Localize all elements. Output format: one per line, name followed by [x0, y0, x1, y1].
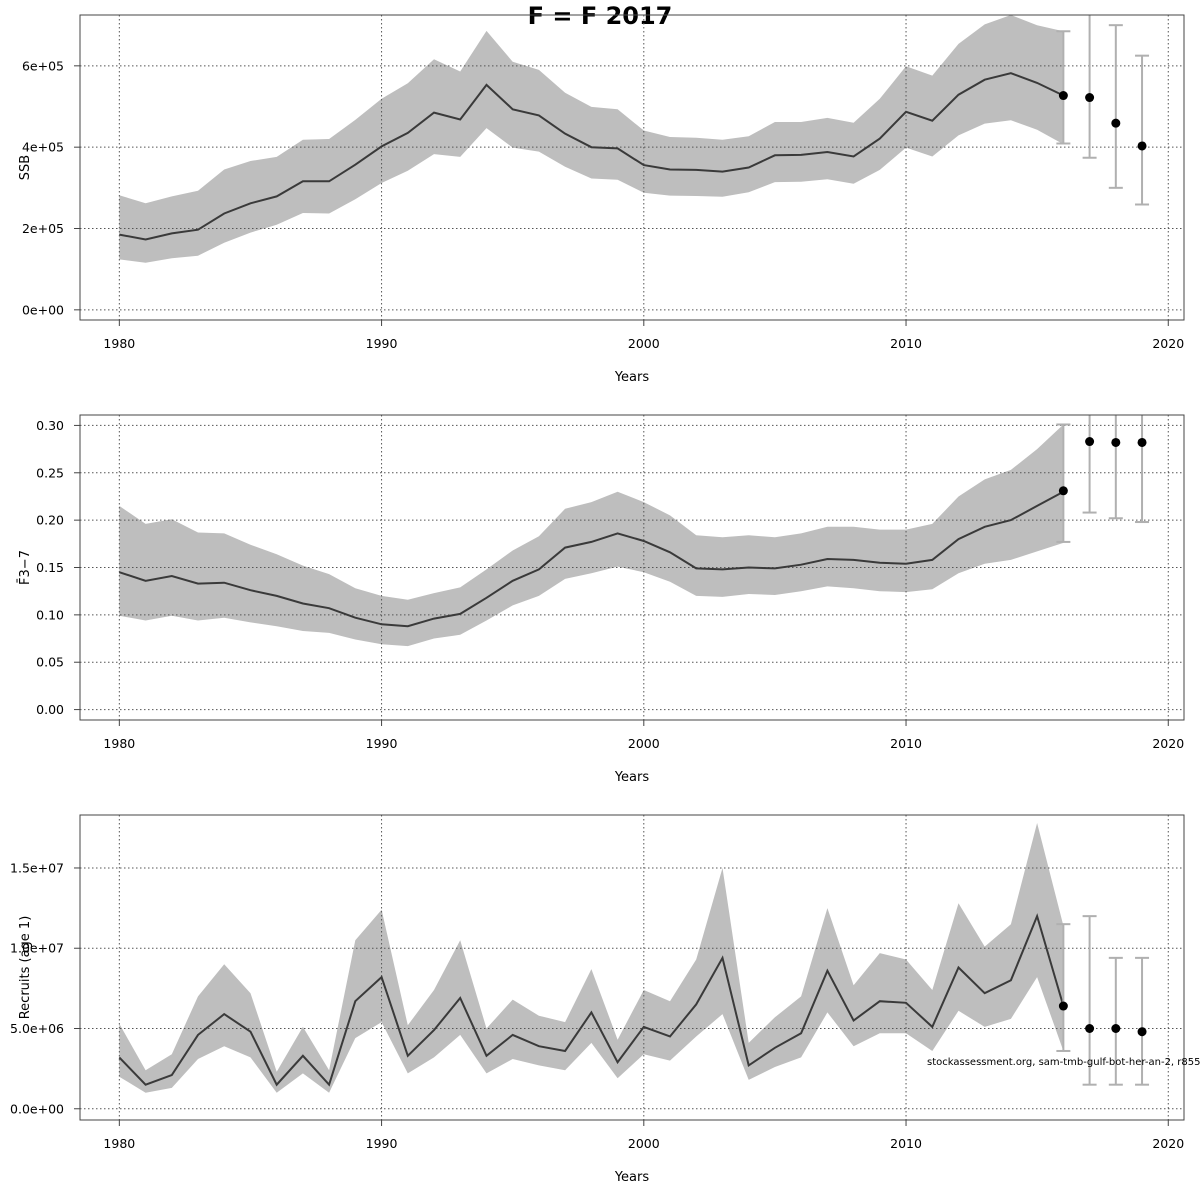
x-axis-label: Years: [614, 1170, 650, 1185]
forecast-errorbar: [1056, 423, 1071, 543]
forecast-point: [1058, 91, 1068, 101]
y-tick-label: 0.10: [36, 607, 64, 622]
estimate-line: [118, 490, 1064, 628]
y-tick-label: 0.30: [36, 418, 64, 433]
y-tick-label: 0e+00: [22, 302, 64, 317]
x-tick-label: 2000: [628, 736, 660, 751]
y-axis-label: SSB: [18, 155, 33, 180]
y-tick-label: 2e+05: [22, 221, 64, 236]
x-tick-label: 1990: [366, 336, 398, 351]
y-tick-label: 5.0e+06: [10, 1021, 64, 1036]
ssb-panel: 1980 1990 2000 2010 2020 0e+00 2e+05 4e+05 6e+05…: [18, 14, 1185, 385]
x-tick-label: 1990: [366, 736, 398, 751]
forecast-errorbar: [1135, 54, 1150, 206]
forecast-errorbar: [1082, 15, 1097, 159]
estimate-line: [118, 913, 1065, 1087]
y-tick-label: 0.25: [36, 465, 64, 480]
x-tick-label: 1980: [103, 336, 135, 351]
forecast-errorbar: [1056, 923, 1071, 1052]
estimate-line: [119, 72, 1064, 241]
plot-frame: [79, 14, 1185, 321]
y-tick-label: 4e+05: [22, 140, 64, 155]
x-axis-label: Years: [614, 370, 650, 385]
source-footnote: stockassessment.org, sam-tmb-gulf-bot-he…: [927, 1057, 1200, 1068]
x-tick-label: 2000: [628, 1136, 660, 1151]
plot-area: [80, 815, 1184, 1120]
y-axis-label: F̄3−7: [18, 550, 33, 585]
plot-area: [80, 15, 1184, 320]
plot-frame: [79, 814, 1185, 1121]
x-tick-label: 2010: [890, 1136, 922, 1151]
recruits-panel: 1980 1990 2000 2010 2020 0.0e+00 5.0e+06 1.0e+0…: [10, 814, 1185, 1185]
forecast-errorbar: [1108, 415, 1123, 520]
forecast-point: [1137, 437, 1147, 447]
y-tick-label: 6e+05: [22, 58, 64, 73]
forecast-errorbar: [1082, 915, 1097, 1086]
x-tick-label: 2020: [1152, 1136, 1184, 1151]
y-tick-label: 0.05: [36, 655, 64, 670]
forecast-point: [1137, 1027, 1147, 1037]
y-tick-label: 0.00: [36, 702, 64, 717]
forecast-errorbar: [1108, 24, 1123, 189]
y-axis-label: Recruits (age 1): [18, 916, 33, 1020]
forecast-point: [1058, 486, 1068, 496]
x-tick-label: 2000: [628, 336, 660, 351]
forecast-point: [1058, 1001, 1068, 1011]
x-tick-label: 1990: [366, 1136, 398, 1151]
forecast-point: [1111, 118, 1121, 128]
forecast-point: [1111, 437, 1121, 447]
y-tick-label: 0.20: [36, 513, 64, 528]
y-tick-label: 1.0e+07: [10, 941, 64, 956]
fishing-mortality-panel: 1980 1990 2000 2010 2020 0.00 0.05 0.10 0.15 0.20…: [18, 414, 1185, 785]
forecast-errorbar: [1082, 415, 1097, 514]
forecast-point: [1085, 1024, 1095, 1033]
forecast-errorbar: [1135, 956, 1150, 1086]
x-tick-label: 2010: [890, 336, 922, 351]
forecast-point: [1085, 437, 1095, 447]
confidence-band: [119, 823, 1064, 1093]
y-tick-label: 0.0e+00: [10, 1101, 64, 1116]
x-tick-label: 1980: [103, 1136, 135, 1151]
forecast-errorbar: [1135, 415, 1150, 524]
confidence-band: [119, 424, 1064, 647]
forecast-point: [1085, 93, 1095, 103]
x-tick-label: 2020: [1152, 336, 1184, 351]
figure-title: F = F 2017: [528, 2, 673, 30]
confidence-band: [119, 15, 1064, 263]
plot-area: [80, 415, 1184, 720]
y-tick-label: 1.5e+07: [10, 860, 64, 875]
forecast-errorbar: [1108, 956, 1123, 1086]
x-tick-label: 1980: [103, 736, 135, 751]
x-tick-label: 2010: [890, 736, 922, 751]
x-axis-label: Years: [614, 770, 650, 785]
forecast-point: [1111, 1024, 1121, 1033]
forecast-point: [1137, 141, 1147, 151]
forecast-errorbar: [1056, 30, 1071, 145]
x-tick-label: 2020: [1152, 736, 1184, 751]
y-tick-label: 0.15: [36, 560, 64, 575]
